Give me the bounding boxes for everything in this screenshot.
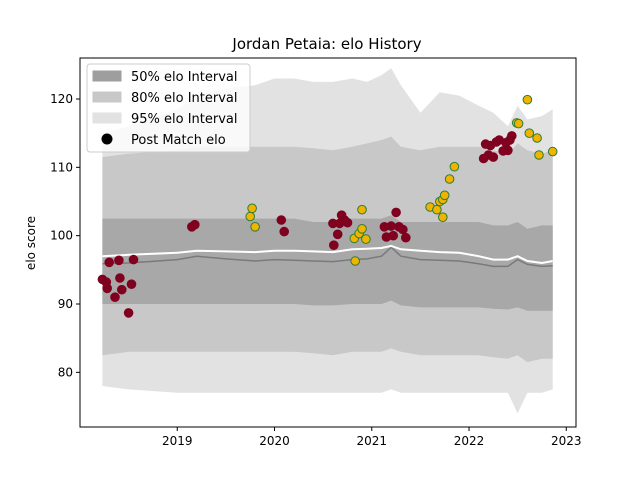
post-match-point-loss — [115, 273, 125, 283]
post-match-point-loss — [503, 145, 513, 156]
legend-item-80: 80% elo Interval — [92, 91, 238, 106]
legend-item-post-match: Post Match elo — [101, 133, 226, 148]
post-match-point-win — [444, 174, 455, 184]
band-50 — [102, 215, 553, 311]
y-tick-label: 80 — [58, 365, 73, 379]
post-match-point-loss — [391, 207, 401, 218]
post-match-point-loss — [110, 292, 120, 303]
post-match-point-loss — [342, 217, 353, 228]
legend-item-95: 95% elo Interval — [92, 112, 238, 127]
x-tick-label: 2020 — [259, 434, 290, 448]
post-match-point-win — [247, 203, 257, 214]
post-match-point-win — [357, 204, 367, 215]
x-axis: 2019 2020 2021 2022 2023 — [162, 427, 582, 448]
y-tick-label: 110 — [50, 160, 73, 174]
x-tick-label: 2021 — [356, 434, 387, 448]
post-match-point-loss — [279, 226, 290, 237]
post-match-point-loss — [507, 131, 517, 141]
post-match-point-loss — [104, 257, 114, 268]
post-match-point-win — [449, 161, 460, 172]
chart-title: Jordan Petaia: elo History — [231, 35, 421, 53]
legend-label-95: 95% elo Interval — [131, 112, 238, 127]
legend-label-post-match: Post Match elo — [131, 133, 226, 148]
post-match-point-win — [547, 146, 558, 157]
x-tick-label: 2022 — [454, 434, 485, 448]
legend: 50% elo Interval 80% elo Interval 95% el… — [86, 63, 251, 153]
post-match-point-loss — [126, 279, 137, 290]
post-match-point-loss — [128, 254, 139, 265]
mean-line — [102, 244, 553, 265]
post-match-point-loss — [102, 283, 112, 294]
post-match-point-win — [350, 256, 361, 266]
post-match-point-win — [245, 211, 255, 222]
post-match-point-win — [357, 224, 367, 234]
post-match-point-loss — [488, 152, 499, 162]
post-match-point-loss — [401, 232, 411, 243]
y-tick-label: 120 — [50, 92, 73, 106]
x-tick-label: 2023 — [551, 434, 582, 448]
post-match-point-loss — [398, 224, 408, 235]
y-tick-label: 90 — [58, 297, 73, 311]
y-tick-label: 100 — [50, 229, 73, 243]
post-match-point-win — [250, 222, 260, 232]
legend-item-50: 50% elo Interval — [92, 70, 238, 85]
post-match-point-loss — [123, 308, 134, 318]
post-match-point-win — [513, 118, 524, 129]
post-match-point-win — [532, 133, 542, 143]
median-line — [102, 246, 553, 268]
legend-swatch-80 — [92, 91, 122, 103]
post-match-point-win — [361, 234, 371, 244]
post-match-point-win — [534, 150, 544, 160]
y-axis: 80 90 100 110 120 — [50, 92, 80, 379]
axes-frame — [79, 57, 577, 428]
post-match-point-win — [522, 94, 533, 105]
legend-swatch-50 — [92, 70, 122, 82]
x-tick-label: 2019 — [162, 434, 193, 448]
legend-marker-dot — [101, 133, 113, 145]
post-match-point-loss — [276, 215, 287, 225]
post-match-point-loss — [117, 284, 127, 295]
post-match-point-loss — [329, 240, 339, 250]
legend-label-80: 80% elo Interval — [131, 91, 238, 106]
post-match-point-win — [438, 212, 448, 222]
y-axis-label: elo score — [24, 216, 38, 270]
post-match-point-win — [524, 128, 535, 138]
post-match-point-loss — [386, 221, 397, 231]
legend-box — [86, 63, 251, 153]
post-match-point-win — [432, 204, 442, 215]
legend-label-50: 50% elo Interval — [131, 70, 238, 85]
post-match-point-loss — [332, 229, 343, 240]
post-match-point-loss — [114, 255, 124, 266]
plot-area — [97, 68, 558, 414]
post-match-point-win — [439, 190, 450, 201]
post-match-point-loss — [388, 230, 399, 241]
post-match-point-loss — [190, 219, 200, 230]
legend-swatch-95 — [92, 112, 122, 124]
